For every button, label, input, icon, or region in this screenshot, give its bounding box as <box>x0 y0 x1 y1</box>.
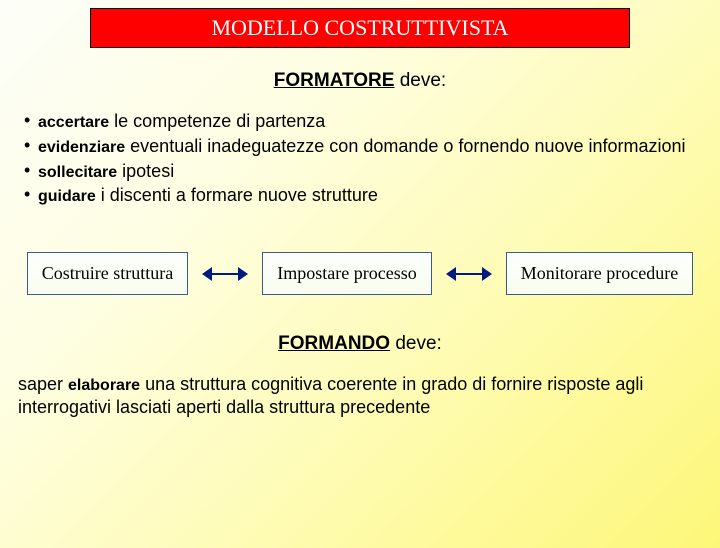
bullet-bold: accertare <box>38 114 109 131</box>
bullet-list: • accertare le competenze di partenza • … <box>24 110 696 208</box>
bullet-dot: • <box>24 110 38 132</box>
para-pre: saper <box>18 374 68 394</box>
bullet-rest: i discenti a formare nuove strutture <box>96 185 378 205</box>
bullet-bold: guidare <box>38 188 96 205</box>
bullet-item: • guidare i discenti a formare nuove str… <box>24 184 696 208</box>
formatore-verb: deve: <box>394 70 446 91</box>
bullet-rest: le competenze di partenza <box>109 111 325 131</box>
bullet-dot: • <box>24 184 38 206</box>
bullet-item: • evidenziare eventuali inadeguatezze co… <box>24 135 696 159</box>
bullet-item: • sollecitare ipotesi <box>24 160 696 184</box>
bullet-text: accertare le competenze di partenza <box>38 110 696 134</box>
bullet-rest: ipotesi <box>117 161 174 181</box>
process-box-2: Impostare processo <box>262 252 431 295</box>
title-banner: MODELLO COSTRUTTIVISTA <box>90 8 630 48</box>
formando-label: FORMANDO <box>278 333 390 354</box>
para-bold: elaborare <box>68 377 140 394</box>
formando-heading: FORMANDO deve: <box>0 333 720 355</box>
formando-paragraph: saper elaborare una struttura cognitiva … <box>18 373 702 419</box>
process-box-1: Costruire struttura <box>27 252 188 295</box>
double-arrow-icon <box>446 267 492 281</box>
bullet-rest: eventuali inadeguatezze con domande o fo… <box>125 136 685 156</box>
process-box-3: Monitorare procedure <box>506 252 693 295</box>
bullet-text: evidenziare eventuali inadeguatezze con … <box>38 135 696 159</box>
formatore-label: FORMATORE <box>274 70 395 91</box>
title-text: MODELLO COSTRUTTIVISTA <box>211 15 508 40</box>
bullet-dot: • <box>24 135 38 157</box>
bullet-item: • accertare le competenze di partenza <box>24 110 696 134</box>
bullet-text: guidare i discenti a formare nuove strut… <box>38 184 696 208</box>
formando-verb: deve: <box>390 333 442 354</box>
bullet-bold: sollecitare <box>38 164 117 181</box>
double-arrow-icon <box>202 267 248 281</box>
process-row: Costruire struttura Impostare processo M… <box>0 252 720 295</box>
bullet-text: sollecitare ipotesi <box>38 160 696 184</box>
bullet-dot: • <box>24 160 38 182</box>
bullet-bold: evidenziare <box>38 139 125 156</box>
formatore-heading: FORMATORE deve: <box>0 70 720 92</box>
